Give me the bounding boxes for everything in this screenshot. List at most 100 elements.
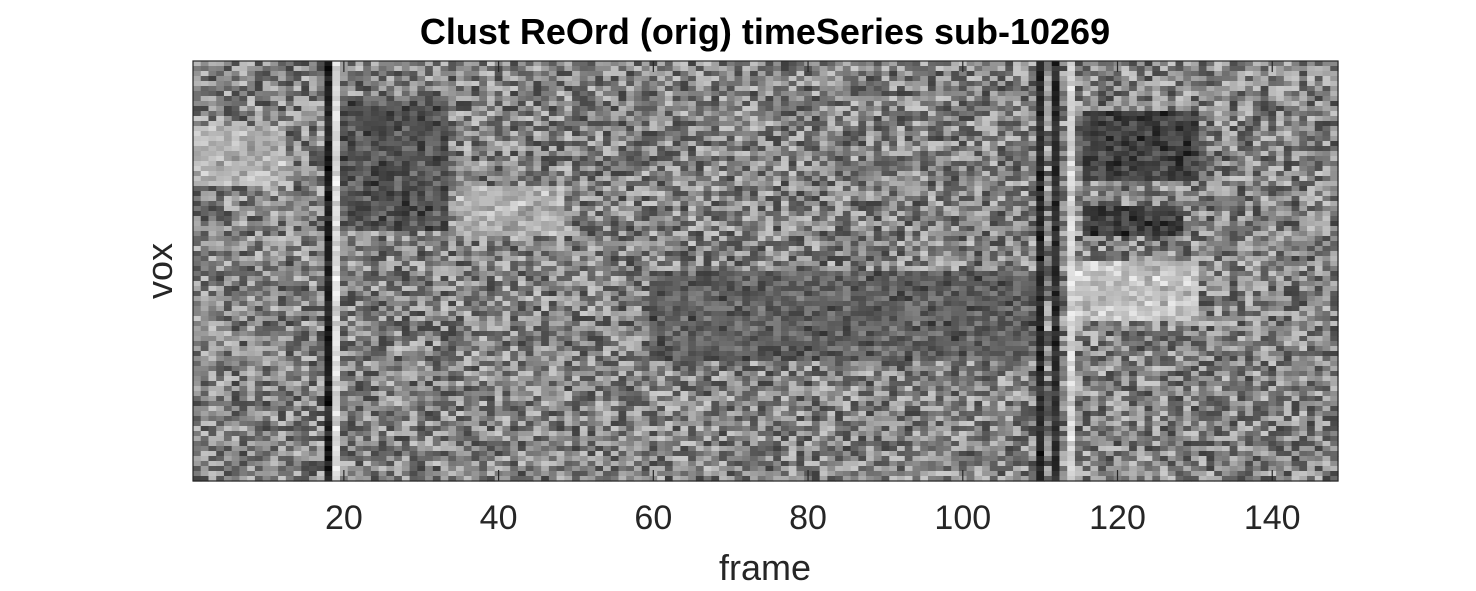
heatmap-cell xyxy=(440,186,449,192)
heatmap-cell xyxy=(618,106,627,112)
heatmap-cell xyxy=(610,216,620,222)
heatmap-cell xyxy=(1314,116,1324,122)
heatmap-cell xyxy=(842,191,852,197)
heatmap-cell xyxy=(1221,166,1231,172)
heatmap-cell xyxy=(788,221,798,227)
heatmap-cell xyxy=(1160,191,1169,197)
heatmap-cell xyxy=(1059,196,1068,202)
heatmap-cell xyxy=(897,176,906,182)
heatmap-cell xyxy=(479,226,488,232)
heatmap-cell xyxy=(657,156,666,162)
heatmap-cell xyxy=(633,141,643,147)
heatmap-cell xyxy=(1013,186,1022,192)
heatmap-cell xyxy=(231,81,241,87)
heatmap-cell xyxy=(517,156,527,162)
heatmap-cell xyxy=(618,71,627,77)
heatmap-cell xyxy=(401,201,411,207)
heatmap-cell xyxy=(525,121,535,127)
heatmap-cell xyxy=(734,136,743,142)
heatmap-cell xyxy=(239,226,248,232)
heatmap-cell xyxy=(912,106,921,112)
heatmap-cell xyxy=(216,151,225,157)
heatmap-cell xyxy=(773,146,782,152)
heatmap-cell xyxy=(610,226,620,232)
heatmap-cell xyxy=(966,191,975,197)
heatmap-cell xyxy=(742,171,751,177)
heatmap-cell xyxy=(587,86,596,92)
heatmap-cell xyxy=(866,76,875,82)
heatmap-cell xyxy=(1013,226,1022,232)
heatmap-cell xyxy=(278,66,287,72)
heatmap-cell xyxy=(1129,66,1138,72)
heatmap-cell xyxy=(1082,86,1092,92)
heatmap-cell xyxy=(208,156,217,162)
heatmap-cell xyxy=(293,146,302,152)
heatmap-cell xyxy=(897,201,906,207)
heatmap-cell xyxy=(1322,86,1331,92)
heatmap-cell xyxy=(1183,171,1192,177)
heatmap-cell xyxy=(463,211,473,217)
heatmap-cell xyxy=(564,76,573,82)
heatmap-cell xyxy=(943,206,952,212)
heatmap-cell xyxy=(680,76,689,82)
heatmap-cell xyxy=(633,76,643,82)
heatmap-cell xyxy=(525,96,535,102)
heatmap-cell xyxy=(1214,161,1223,167)
heatmap-cell xyxy=(912,121,921,127)
heatmap-cell xyxy=(1044,181,1053,187)
heatmap-cell xyxy=(1082,136,1092,142)
heatmap-cell xyxy=(1206,221,1215,227)
heatmap-cell xyxy=(440,216,449,222)
heatmap-cell xyxy=(332,66,341,72)
heatmap-cell xyxy=(1160,206,1169,212)
heatmap-cell xyxy=(1044,81,1053,87)
heatmap-cell xyxy=(347,151,357,157)
heatmap-cell xyxy=(649,106,658,112)
heatmap-cell xyxy=(881,86,890,92)
heatmap-cell xyxy=(1183,151,1192,157)
heatmap-cell xyxy=(618,141,627,147)
heatmap-cell xyxy=(1214,156,1223,162)
heatmap-cell xyxy=(1105,126,1115,132)
heatmap-cell xyxy=(548,191,558,197)
heatmap-cell xyxy=(842,121,852,127)
heatmap-cell xyxy=(897,216,906,222)
heatmap-cell xyxy=(1167,181,1177,187)
heatmap-cell xyxy=(517,81,527,87)
heatmap-cell xyxy=(1283,151,1293,157)
heatmap-cell xyxy=(827,191,836,197)
heatmap-cell xyxy=(463,196,473,202)
heatmap-cell xyxy=(425,211,434,217)
heatmap-cell xyxy=(1160,121,1169,127)
heatmap-cell xyxy=(239,116,248,122)
heatmap-cell xyxy=(208,226,217,232)
heatmap-cell xyxy=(208,91,217,97)
heatmap-cell xyxy=(680,106,689,112)
heatmap-cell xyxy=(1136,126,1146,132)
heatmap-cell xyxy=(958,86,968,92)
heatmap-cell xyxy=(695,226,705,232)
heatmap-cell xyxy=(951,101,960,107)
heatmap-cell xyxy=(664,216,674,222)
heatmap-cell xyxy=(881,91,890,97)
heatmap-cell xyxy=(1183,81,1192,87)
heatmap-cell xyxy=(579,86,589,92)
heatmap-cell xyxy=(347,176,357,182)
heatmap-cell xyxy=(1113,161,1122,167)
heatmap-cell xyxy=(1214,86,1223,92)
heatmap-cell xyxy=(316,226,326,232)
heatmap-cell xyxy=(363,71,372,77)
heatmap-cell xyxy=(293,86,302,92)
heatmap-cell xyxy=(982,66,991,72)
heatmap-cell xyxy=(502,141,511,147)
heatmap-cell xyxy=(827,81,836,87)
heatmap-cell xyxy=(370,186,380,192)
heatmap-cell xyxy=(293,126,302,132)
heatmap-cell xyxy=(301,91,310,97)
heatmap-cell xyxy=(1059,151,1068,157)
heatmap-cell xyxy=(370,206,380,212)
heatmap-cell xyxy=(1307,96,1316,102)
heatmap-cell xyxy=(1214,131,1223,137)
heatmap-cell xyxy=(440,226,449,232)
heatmap-cell xyxy=(1291,146,1300,152)
